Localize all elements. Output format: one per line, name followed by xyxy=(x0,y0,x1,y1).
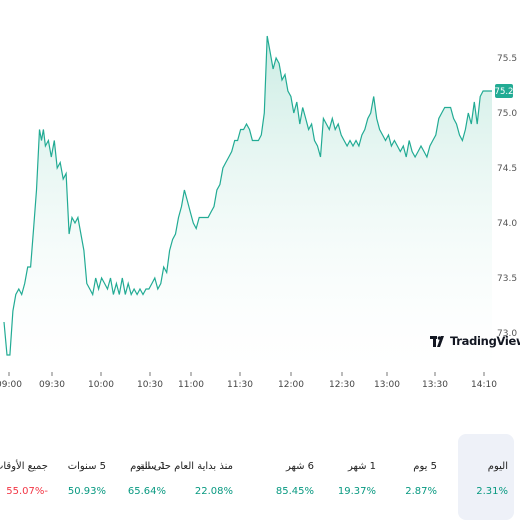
y-tick-label: 75.5 xyxy=(497,54,517,64)
x-tick-label: 12:30 xyxy=(329,380,355,390)
tradingview-wordmark: TradingView xyxy=(450,334,520,348)
performance-period-label: 6 شهر xyxy=(285,461,314,472)
performance-period-label: جميع الأوقات xyxy=(0,461,48,472)
performance-bar: اليوم 2.31% 5 يوم 2.87% 1 شهر 19.37% 6 شهر 85.4… xyxy=(0,434,520,520)
performance-period-label: اليوم xyxy=(487,461,508,472)
x-axis: 09:00 09:30 10:00 10:30 11:00 11:30 12:00 12:30… xyxy=(0,372,497,390)
x-tick-label: 10:30 xyxy=(137,380,163,390)
y-tick-label: 74.0 xyxy=(497,219,517,229)
performance-change-value: 50.93% xyxy=(67,486,106,497)
performance-item[interactable]: 6 شهر 85.45% xyxy=(260,434,320,520)
y-tick-label: 74.5 xyxy=(497,164,517,174)
last-price-label: 75.2 xyxy=(495,87,514,97)
performance-item[interactable]: جميع الأوقات 55.07%- xyxy=(0,434,54,520)
performance-change-value: 2.31% xyxy=(476,486,508,497)
x-tick-label: 11:00 xyxy=(178,380,204,390)
x-tick-label: 11:30 xyxy=(227,380,253,390)
tradingview-logo[interactable]: TradingView xyxy=(430,334,520,348)
performance-change-value: 85.45% xyxy=(275,486,314,497)
performance-period-label: 1 سنة xyxy=(139,461,166,472)
performance-item[interactable]: منذ بداية العام حتى اليوم 22.08% xyxy=(130,434,239,520)
price-chart[interactable]: 09:00 09:30 10:00 10:30 11:00 11:30 12:00 12:30… xyxy=(0,0,520,400)
performance-change-value: 55.07%- xyxy=(6,486,48,497)
performance-period-label: 1 شهر xyxy=(347,461,376,472)
y-tick-label: 75.0 xyxy=(497,109,517,119)
x-tick-label: 09:30 xyxy=(39,380,65,390)
y-tick-label: 73.5 xyxy=(497,274,517,284)
price-area-fill xyxy=(4,36,492,372)
performance-period-label: 5 يوم xyxy=(413,461,437,472)
performance-item[interactable]: 1 شهر 19.37% xyxy=(322,434,382,520)
performance-change-value: 65.64% xyxy=(127,486,166,497)
performance-change-value: 2.87% xyxy=(405,486,437,497)
x-tick-label: 12:00 xyxy=(278,380,304,390)
tradingview-icon xyxy=(430,335,444,347)
x-tick-label: 13:30 xyxy=(422,380,448,390)
x-tick-label: 13:00 xyxy=(374,380,400,390)
performance-period-label: منذ بداية العام حتى اليوم xyxy=(130,461,233,472)
performance-item[interactable]: 5 سنوات 50.93% xyxy=(52,434,112,520)
performance-change-value: 22.08% xyxy=(194,486,233,497)
x-tick-label: 14:10 xyxy=(471,380,497,390)
price-line xyxy=(3,35,492,356)
performance-item[interactable]: 1 سنة 65.64% xyxy=(112,434,172,520)
performance-item[interactable]: اليوم 2.31% xyxy=(458,434,514,520)
y-tick-label: 73.0 xyxy=(497,329,517,339)
x-tick-label: 10:00 xyxy=(88,380,114,390)
x-tick-label: 09:00 xyxy=(0,380,22,390)
performance-change-value: 19.37% xyxy=(337,486,376,497)
performance-item[interactable]: 5 يوم 2.87% xyxy=(383,434,443,520)
last-price-tag: 75.2 xyxy=(495,84,514,98)
performance-period-label: 5 سنوات xyxy=(67,461,106,472)
y-axis: 73.0 73.5 74.0 74.5 75.0 75.5 xyxy=(497,54,517,339)
